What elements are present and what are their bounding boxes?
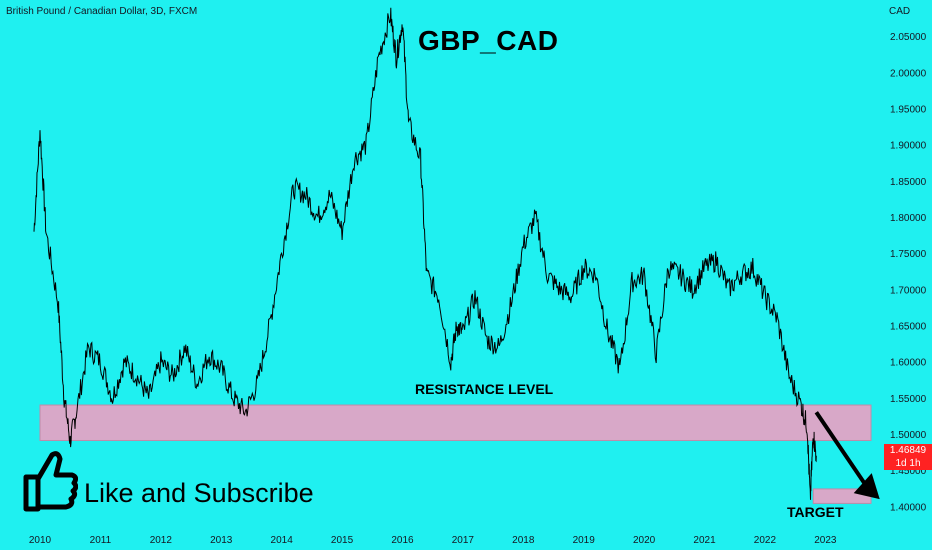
x-tick-label: 2010 — [29, 535, 52, 546]
y-tick-label: 1.75000 — [890, 249, 927, 260]
x-tick-label: 2016 — [391, 535, 414, 546]
x-tick-label: 2019 — [573, 535, 596, 546]
y-tick-label: 2.05000 — [890, 32, 927, 43]
y-tick-label: 1.70000 — [890, 285, 927, 296]
x-tick-label: 2014 — [271, 535, 294, 546]
y-tick-label: 1.40000 — [890, 502, 927, 513]
last-price-countdown: 1d 1h — [895, 458, 921, 469]
x-tick-label: 2023 — [814, 535, 837, 546]
price-series-line — [33, 7, 817, 500]
y-tick-label: 1.80000 — [890, 213, 927, 224]
y-tick-label: 1.85000 — [890, 177, 927, 188]
zone-resistance — [39, 404, 872, 441]
y-tick-label: 1.95000 — [890, 104, 927, 115]
symbol-label: British Pound / Canadian Dollar, 3D, FXC… — [6, 6, 198, 17]
y-tick-label: 1.65000 — [890, 321, 927, 332]
currency-label: CAD — [889, 6, 911, 17]
target-label: TARGET — [787, 504, 844, 520]
x-tick-label: 2022 — [754, 535, 777, 546]
last-price-badge: 1.46849 1d 1h — [884, 444, 932, 470]
x-tick-label: 2020 — [633, 535, 656, 546]
x-tick-label: 2017 — [452, 535, 475, 546]
y-tick-label: 1.45000 — [890, 466, 927, 477]
y-tick-label: 2.00000 — [890, 68, 927, 79]
y-tick-label: 1.50000 — [890, 430, 927, 441]
y-tick-label: 1.55000 — [890, 394, 927, 405]
last-price-value: 1.46849 — [889, 445, 927, 456]
like-subscribe-text: Like and Subscribe — [84, 478, 314, 508]
x-tick-label: 2012 — [150, 535, 173, 546]
x-tick-label: 2021 — [693, 535, 716, 546]
target-arrow-shaft — [814, 411, 868, 487]
x-tick-label: 2018 — [512, 535, 535, 546]
y-tick-label: 1.90000 — [890, 141, 927, 152]
y-tick-label: 1.60000 — [890, 358, 927, 369]
x-tick-label: 2011 — [90, 535, 112, 546]
x-tick-label: 2015 — [331, 535, 354, 546]
target-arrow-head — [853, 473, 880, 500]
x-tick-label: 2013 — [210, 535, 233, 546]
thumbs-up-icon — [23, 451, 78, 512]
chart-annotation-title: GBP_CAD — [418, 25, 559, 56]
resistance-label: RESISTANCE LEVEL — [415, 381, 554, 397]
